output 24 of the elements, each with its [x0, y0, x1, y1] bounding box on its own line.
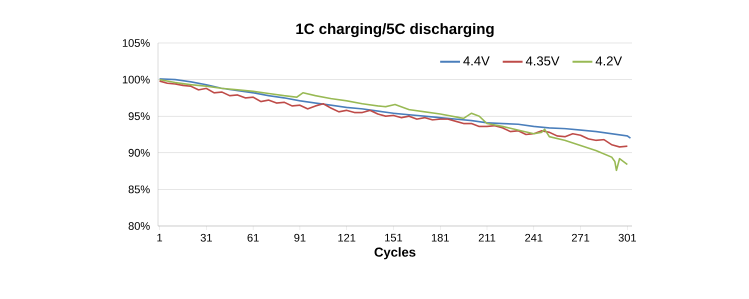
x-axis-title: Cycles [374, 247, 416, 260]
y-tick-label: 80% [128, 222, 150, 230]
x-tick-label: 241 [525, 234, 542, 242]
x-tick-label: 61 [248, 234, 259, 242]
legend-label: 4.35V [526, 56, 560, 66]
legend-label: 4.4V [463, 56, 490, 66]
x-tick-label: 91 [294, 234, 306, 242]
x-tick-label: 121 [338, 234, 356, 242]
x-tick-label: 271 [572, 234, 590, 242]
x-tick-label: 151 [385, 234, 402, 242]
chart-title: 1C charging/5C discharging [296, 23, 494, 38]
legend-label: 4.2V [596, 56, 622, 66]
x-tick-label: 211 [478, 234, 496, 242]
y-tick-label: 95% [128, 112, 150, 120]
y-tick-label: 100% [122, 76, 150, 84]
y-tick-label: 90% [128, 148, 150, 157]
x-tick-label: 1 [157, 234, 162, 242]
line-series [158, 80, 628, 148]
y-tick-label: 85% [128, 185, 150, 194]
x-tick-label: 301 [618, 234, 636, 242]
y-tick-label: 105% [122, 39, 150, 47]
x-tick-label: 181 [432, 234, 449, 242]
line-series [158, 78, 628, 172]
x-tick-label: 31 [200, 234, 212, 242]
